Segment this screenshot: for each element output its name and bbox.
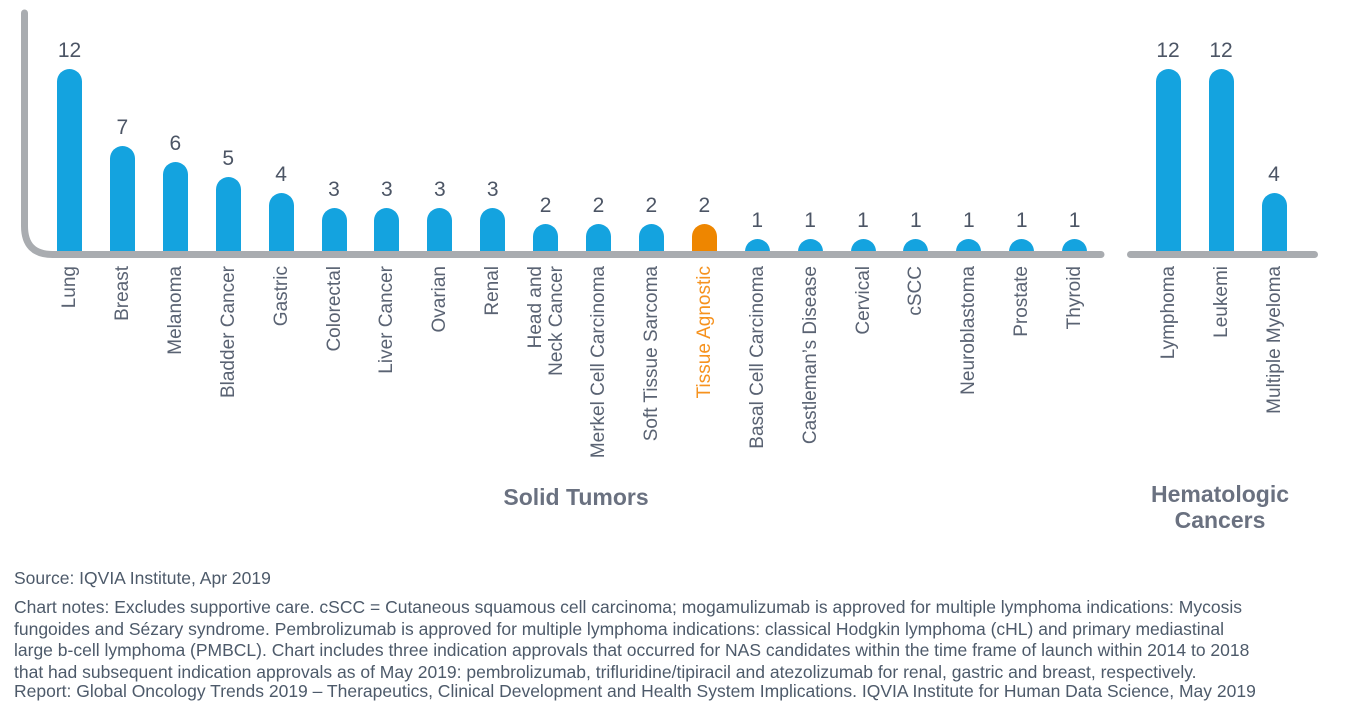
category-label-text: Colorectal bbox=[323, 266, 345, 352]
bar-melanoma bbox=[162, 161, 188, 255]
bar-value-prostate: 1 bbox=[1015, 209, 1028, 232]
category-label-text: Castleman’s Disease bbox=[799, 266, 821, 445]
bar-value-cscc: 1 bbox=[910, 209, 922, 232]
bar-renal bbox=[480, 208, 506, 255]
category-label-text: Leukemi bbox=[1210, 266, 1232, 338]
bar-multiple-myeloma bbox=[1261, 192, 1287, 255]
bar-liver-cancer bbox=[374, 208, 400, 255]
category-label-text: Merkel Cell Carcinoma bbox=[588, 266, 609, 459]
bar-value-melanoma: 6 bbox=[169, 131, 182, 155]
bar-neuroblastoma bbox=[956, 239, 982, 255]
bar-breast bbox=[109, 146, 135, 255]
bar-colorectal bbox=[321, 208, 347, 255]
bar-value-gastric: 4 bbox=[275, 162, 287, 186]
bar-leukemi bbox=[1208, 68, 1234, 255]
bar-value-cervical: 1 bbox=[857, 209, 869, 232]
category-label-text: Basal Cell Carcinoma bbox=[746, 266, 768, 449]
category-label-text: Ovarian bbox=[429, 266, 451, 333]
bar-value-renal: 3 bbox=[486, 178, 499, 201]
bar-value-leukemi: 12 bbox=[1209, 38, 1233, 62]
bar-cervical bbox=[850, 239, 876, 255]
bar-value-liver-cancer: 3 bbox=[381, 178, 393, 201]
bar-value-neuroblastoma: 1 bbox=[962, 209, 975, 232]
category-label-text: Gastric bbox=[270, 266, 292, 327]
bar-value-basal-cell-carcinoma: 1 bbox=[751, 209, 764, 232]
bar-value-multiple-myeloma: 4 bbox=[1268, 162, 1280, 186]
bar-merkel-cell-carcinoma bbox=[586, 223, 611, 255]
bar-bladder-cancer bbox=[215, 177, 241, 255]
category-label-text: Tissue Agnostic bbox=[693, 266, 715, 399]
bar-value-bladder-cancer: 5 bbox=[222, 147, 235, 170]
chart-notes: Chart notes: Excludes supportive care. c… bbox=[14, 597, 1250, 682]
category-label-text: Renal bbox=[482, 266, 504, 316]
bar-value-head-and-neck-cancer: 2 bbox=[539, 193, 552, 217]
bar-cscc bbox=[903, 239, 929, 255]
category-label-text: Liver Cancer bbox=[376, 266, 398, 374]
bar-tissue-agnostic bbox=[691, 223, 717, 255]
category-label-text: cSCC bbox=[905, 266, 927, 316]
source-note: Source: IQVIA Institute, Apr 2019 bbox=[14, 568, 271, 588]
bar-lung bbox=[57, 68, 82, 255]
category-label-text: Soft Tissue Sarcoma bbox=[640, 266, 662, 442]
category-label-text: Melanoma bbox=[164, 266, 186, 355]
group-title-hematologic-cancers: Hematologic Cancers bbox=[1150, 481, 1290, 533]
bar-value-merkel-cell-carcinoma: 2 bbox=[592, 193, 605, 217]
category-label-text: Breast bbox=[111, 266, 133, 321]
bar-soft-tissue-sarcoma bbox=[638, 223, 664, 255]
bar-basal-cell-carcinoma bbox=[744, 239, 770, 255]
category-label-text: Lung bbox=[59, 266, 80, 309]
bar-value-castleman-s-disease: 1 bbox=[804, 209, 816, 232]
category-label-text: Bladder Cancer bbox=[217, 266, 239, 399]
bar-thyroid bbox=[1062, 239, 1088, 255]
bar-lymphoma bbox=[1155, 68, 1181, 255]
bar-value-thyroid: 1 bbox=[1068, 209, 1081, 232]
category-label-text: Head and Neck Cancer bbox=[524, 266, 567, 376]
bar-value-lymphoma: 12 bbox=[1156, 38, 1180, 62]
bar-value-lung: 12 bbox=[57, 38, 82, 62]
category-label-text: Multiple Myeloma bbox=[1263, 266, 1285, 414]
group-title-solid-tumors: Solid Tumors bbox=[503, 484, 649, 510]
category-label-text: Prostate bbox=[1011, 266, 1033, 337]
bar-gastric bbox=[268, 192, 294, 255]
bar-value-breast: 7 bbox=[116, 116, 129, 139]
bar-head-and-neck-cancer bbox=[533, 223, 559, 255]
bar-ovarian bbox=[427, 208, 453, 255]
bar-value-ovarian: 3 bbox=[433, 178, 446, 201]
bar-value-tissue-agnostic: 2 bbox=[698, 193, 711, 217]
report-note: Report: Global Oncology Trends 2019 – Th… bbox=[14, 681, 1256, 701]
category-label-text: Thyroid bbox=[1064, 266, 1086, 330]
bar-castleman-s-disease bbox=[797, 239, 823, 255]
bar-prostate bbox=[1009, 239, 1035, 255]
bar-value-colorectal: 3 bbox=[328, 178, 340, 201]
category-label-text: Lymphoma bbox=[1157, 266, 1179, 360]
category-label-text: Cervical bbox=[852, 266, 874, 335]
category-label-text: Neuroblastoma bbox=[958, 266, 980, 395]
bar-value-soft-tissue-sarcoma: 2 bbox=[645, 193, 658, 217]
